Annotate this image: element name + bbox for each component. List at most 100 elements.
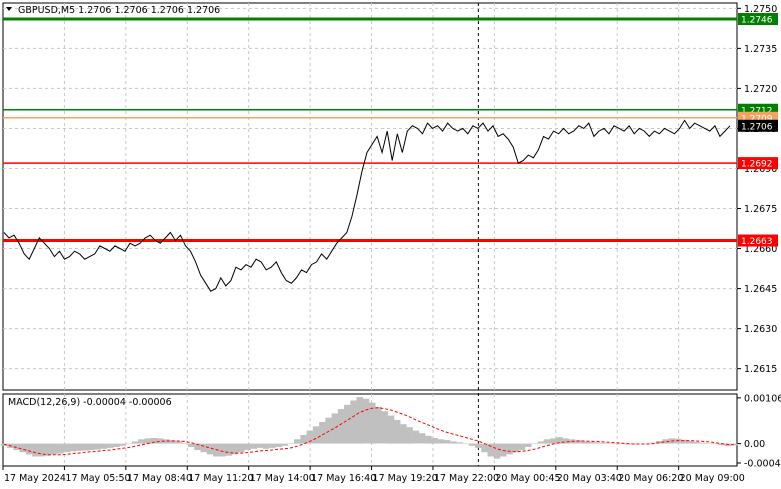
level-label: 1.2692 [741, 160, 773, 170]
macd-bar [350, 400, 357, 444]
macd-bar [687, 441, 694, 444]
macd-bar [287, 443, 295, 445]
macd-bar [225, 443, 232, 456]
macd-bar [705, 443, 713, 444]
x-tick-label: 17 May 19:20 [373, 473, 438, 484]
macd-bar [637, 443, 644, 445]
macd-bar [262, 443, 270, 449]
macd-bar [612, 443, 619, 445]
macd-bar [456, 442, 463, 444]
macd-bar [394, 419, 401, 444]
macd-bar [256, 443, 264, 448]
macd-bar [356, 397, 363, 444]
dropdown-arrow-icon[interactable] [6, 7, 12, 11]
macd-bar [437, 439, 445, 444]
macd-bar [125, 443, 133, 445]
y-tick-label: 1.2660 [744, 244, 777, 255]
level-label-box [738, 234, 778, 247]
main-chart-title: GBPUSD,M5 1.2706 1.2706 1.2706 1.2706 [18, 5, 220, 16]
level-label-box [738, 157, 778, 170]
y-tick-label: 1.2675 [744, 204, 777, 215]
macd-bar [312, 426, 320, 444]
macd-bar [57, 443, 64, 454]
macd-bar [75, 443, 83, 451]
macd-bar [375, 406, 382, 444]
macd-bar [493, 443, 501, 459]
x-tick-label: 17 May 2024 [4, 473, 66, 484]
macd-bar [693, 441, 700, 444]
macd-bar [712, 443, 719, 445]
current-price-box [738, 119, 778, 132]
macd-bar [206, 443, 214, 455]
macd-bar [144, 438, 151, 444]
macd-bar [369, 402, 376, 444]
macd-bar [194, 443, 201, 451]
macd-title: MACD(12,26,9) -0.00004 -0.00006 [8, 397, 172, 408]
macd-bar [69, 443, 76, 452]
macd-bar [281, 443, 289, 446]
macd-bar [362, 398, 370, 444]
y-tick-label: 0.00 [744, 439, 765, 450]
macd-bar [82, 443, 89, 451]
macd-bar [32, 443, 39, 457]
macd-bar [181, 443, 189, 445]
macd-bar [681, 439, 688, 444]
macd-bar [531, 443, 538, 445]
macd-bar [169, 440, 176, 444]
macd-bar [319, 422, 326, 444]
x-tick-label: 20 May 03:40 [557, 473, 622, 484]
macd-bar [481, 443, 488, 453]
macd-bar [506, 443, 513, 455]
macd-bar [587, 441, 594, 444]
macd-bar [562, 438, 569, 444]
macd-bar [331, 413, 339, 444]
macd-signal-line [3, 407, 735, 456]
macd-bar [44, 443, 52, 456]
macd-bar [599, 442, 607, 444]
macd-bar [306, 430, 314, 444]
x-tick-label: 20 May 09:00 [680, 473, 745, 484]
macd-bar [381, 411, 388, 444]
macd-bar [412, 430, 420, 444]
macd-bar [400, 424, 407, 444]
macd-bar [100, 443, 108, 449]
macd-bar [50, 443, 58, 455]
macd-bar [475, 443, 482, 448]
macd-bar [406, 427, 413, 444]
macd-bar [19, 443, 27, 453]
macd-bar [106, 443, 114, 448]
x-tick-label: 17 May 22:00 [434, 473, 499, 484]
level-label: 1.2712 [741, 106, 773, 116]
macd-bar [543, 439, 551, 444]
macd-bar [175, 441, 183, 444]
macd-bar [25, 443, 33, 455]
y-tick-label: -0.00045 [744, 458, 781, 469]
macd-bar [662, 439, 669, 444]
macd-bar [718, 443, 725, 446]
macd-bar [699, 442, 707, 444]
macd-bar [462, 443, 470, 445]
macd-bar [244, 443, 251, 451]
y-tick-label: 1.2735 [744, 44, 777, 55]
macd-bar [549, 438, 557, 444]
macd-bar [450, 441, 457, 444]
macd-bar [325, 417, 332, 444]
macd-bar [574, 440, 582, 444]
x-tick-label: 20 May 00:45 [495, 473, 560, 484]
macd-bar [163, 439, 170, 444]
macd-bar [38, 443, 45, 457]
macd-bar [431, 438, 438, 444]
macd-bar [13, 443, 20, 451]
macd-bar [238, 443, 245, 453]
macd-bar [337, 409, 345, 444]
x-tick-label: 20 May 06:20 [618, 473, 683, 484]
macd-bar [525, 443, 532, 447]
level-label: 1.2709 [741, 114, 773, 124]
macd-bar [294, 439, 301, 444]
x-tick-label: 17 May 11:20 [188, 473, 253, 484]
macd-bar [344, 404, 351, 444]
macd-bar [468, 443, 476, 446]
macd-bar [138, 439, 145, 444]
y-tick-label: 1.2690 [744, 164, 777, 175]
